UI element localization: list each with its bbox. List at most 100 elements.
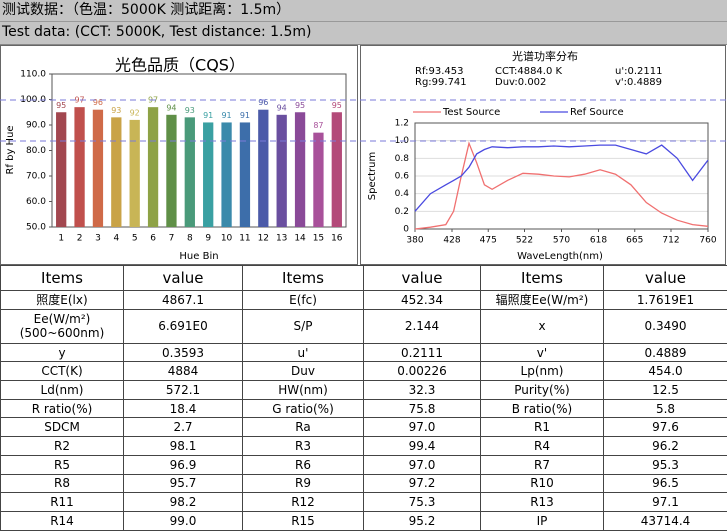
value-cell: 2.144 — [364, 309, 481, 343]
item-cell: R11 — [1, 493, 124, 512]
item-cell: R4 — [481, 437, 604, 456]
item-cell: 照度E(lx) — [1, 291, 124, 310]
x-tick-label: 618 — [590, 236, 607, 246]
value-cell: 454.0 — [604, 362, 727, 381]
x-tick-label: 428 — [443, 236, 460, 246]
x-tick-label: 665 — [626, 236, 643, 246]
item-cell: x — [481, 309, 604, 343]
column-header: value — [124, 266, 243, 291]
item-cell: Purity(%) — [481, 381, 604, 400]
x-tick-label: 760 — [699, 236, 716, 246]
bar — [277, 115, 287, 227]
item-cell: R12 — [243, 493, 364, 512]
y-tick-label: 110.0 — [20, 70, 46, 80]
value-cell: 95.3 — [604, 455, 727, 474]
header-line: 测试数据：（色温：5000K 测试距离：1.5m） — [0, 0, 727, 22]
x-tick-label: 15 — [313, 234, 324, 244]
value-label: 95 — [295, 101, 305, 110]
item-cell: R2 — [1, 437, 124, 456]
bar — [56, 112, 66, 227]
value-label: 94 — [166, 103, 176, 112]
bar — [332, 112, 342, 227]
item-cell: Ra — [243, 418, 364, 437]
value-cell: 99.0 — [124, 511, 243, 530]
value-cell: 0.3490 — [604, 309, 727, 343]
value-cell: 4867.1 — [124, 291, 243, 310]
item-cell: S/P — [243, 309, 364, 343]
bar — [258, 110, 268, 227]
value-cell: 97.0 — [364, 418, 481, 437]
x-tick-label: 570 — [553, 236, 570, 246]
value-cell: 572.1 — [124, 381, 243, 400]
bar — [295, 112, 305, 227]
value-cell: 0.4889 — [604, 343, 727, 362]
value-cell: 95.2 — [364, 511, 481, 530]
x-tick-label: 475 — [480, 236, 497, 246]
y-tick-label: 0.4 — [395, 189, 410, 199]
y-tick-label: 80.0 — [26, 146, 46, 156]
header: 测试数据：（色温：5000K 测试距离：1.5m） Test data: (CC… — [0, 0, 727, 45]
item-cell: R5 — [1, 455, 124, 474]
x-tick-label: 7 — [169, 234, 175, 244]
x-tick-label: 12 — [258, 234, 269, 244]
item-cell: SDCM — [1, 418, 124, 437]
value-cell: 75.8 — [364, 399, 481, 418]
value-cell: 97.0 — [364, 455, 481, 474]
item-cell: y — [1, 343, 124, 362]
item-cell: Lp(nm) — [481, 362, 604, 381]
bar — [93, 110, 103, 227]
bar — [185, 117, 195, 227]
y-axis-label: Spectrum — [367, 152, 378, 200]
item-cell: HW(nm) — [243, 381, 364, 400]
value-cell: 452.34 — [364, 291, 481, 310]
value-cell: 97.1 — [604, 493, 727, 512]
item-cell: R9 — [243, 474, 364, 493]
item-cell: R8 — [1, 474, 124, 493]
value-cell: 43714.4 — [604, 511, 727, 530]
value-label: 91 — [203, 111, 213, 120]
annotation: Rf:93.453 — [415, 66, 463, 77]
y-tick-label: 1.2 — [395, 119, 409, 129]
value-cell: 97.2 — [364, 474, 481, 493]
item-cell: R14 — [1, 511, 124, 530]
bar — [240, 122, 250, 227]
item-cell: R3 — [243, 437, 364, 456]
x-axis-label: WaveLength(nm) — [517, 251, 603, 262]
column-header: value — [364, 266, 481, 291]
chart-title: 光谱功率分布 — [512, 49, 578, 63]
y-tick-label: 60.0 — [26, 197, 46, 207]
column-header: Items — [243, 266, 364, 291]
item-cell: R6 — [243, 455, 364, 474]
value-label: 93 — [111, 106, 121, 115]
item-cell: B ratio(%) — [481, 399, 604, 418]
x-tick-label: 712 — [662, 236, 679, 246]
value-cell: 12.5 — [604, 381, 727, 400]
annotation: Rg:99.741 — [415, 77, 467, 88]
x-tick-label: 380 — [406, 236, 423, 246]
value-label: 87 — [313, 121, 323, 130]
x-tick-label: 6 — [150, 234, 156, 244]
y-tick-label: 90.0 — [26, 121, 46, 131]
value-cell: 2.7 — [124, 418, 243, 437]
item-cell: u' — [243, 343, 364, 362]
x-tick-label: 8 — [187, 234, 193, 244]
y-tick-label: 0 — [403, 225, 409, 235]
x-tick-label: 16 — [331, 234, 343, 244]
item-cell: v' — [481, 343, 604, 362]
bar — [221, 122, 231, 227]
value-cell: 0.3593 — [124, 343, 243, 362]
value-cell: 4884 — [124, 362, 243, 381]
value-label: 92 — [130, 108, 140, 117]
value-cell: 1.7619E1 — [604, 291, 727, 310]
